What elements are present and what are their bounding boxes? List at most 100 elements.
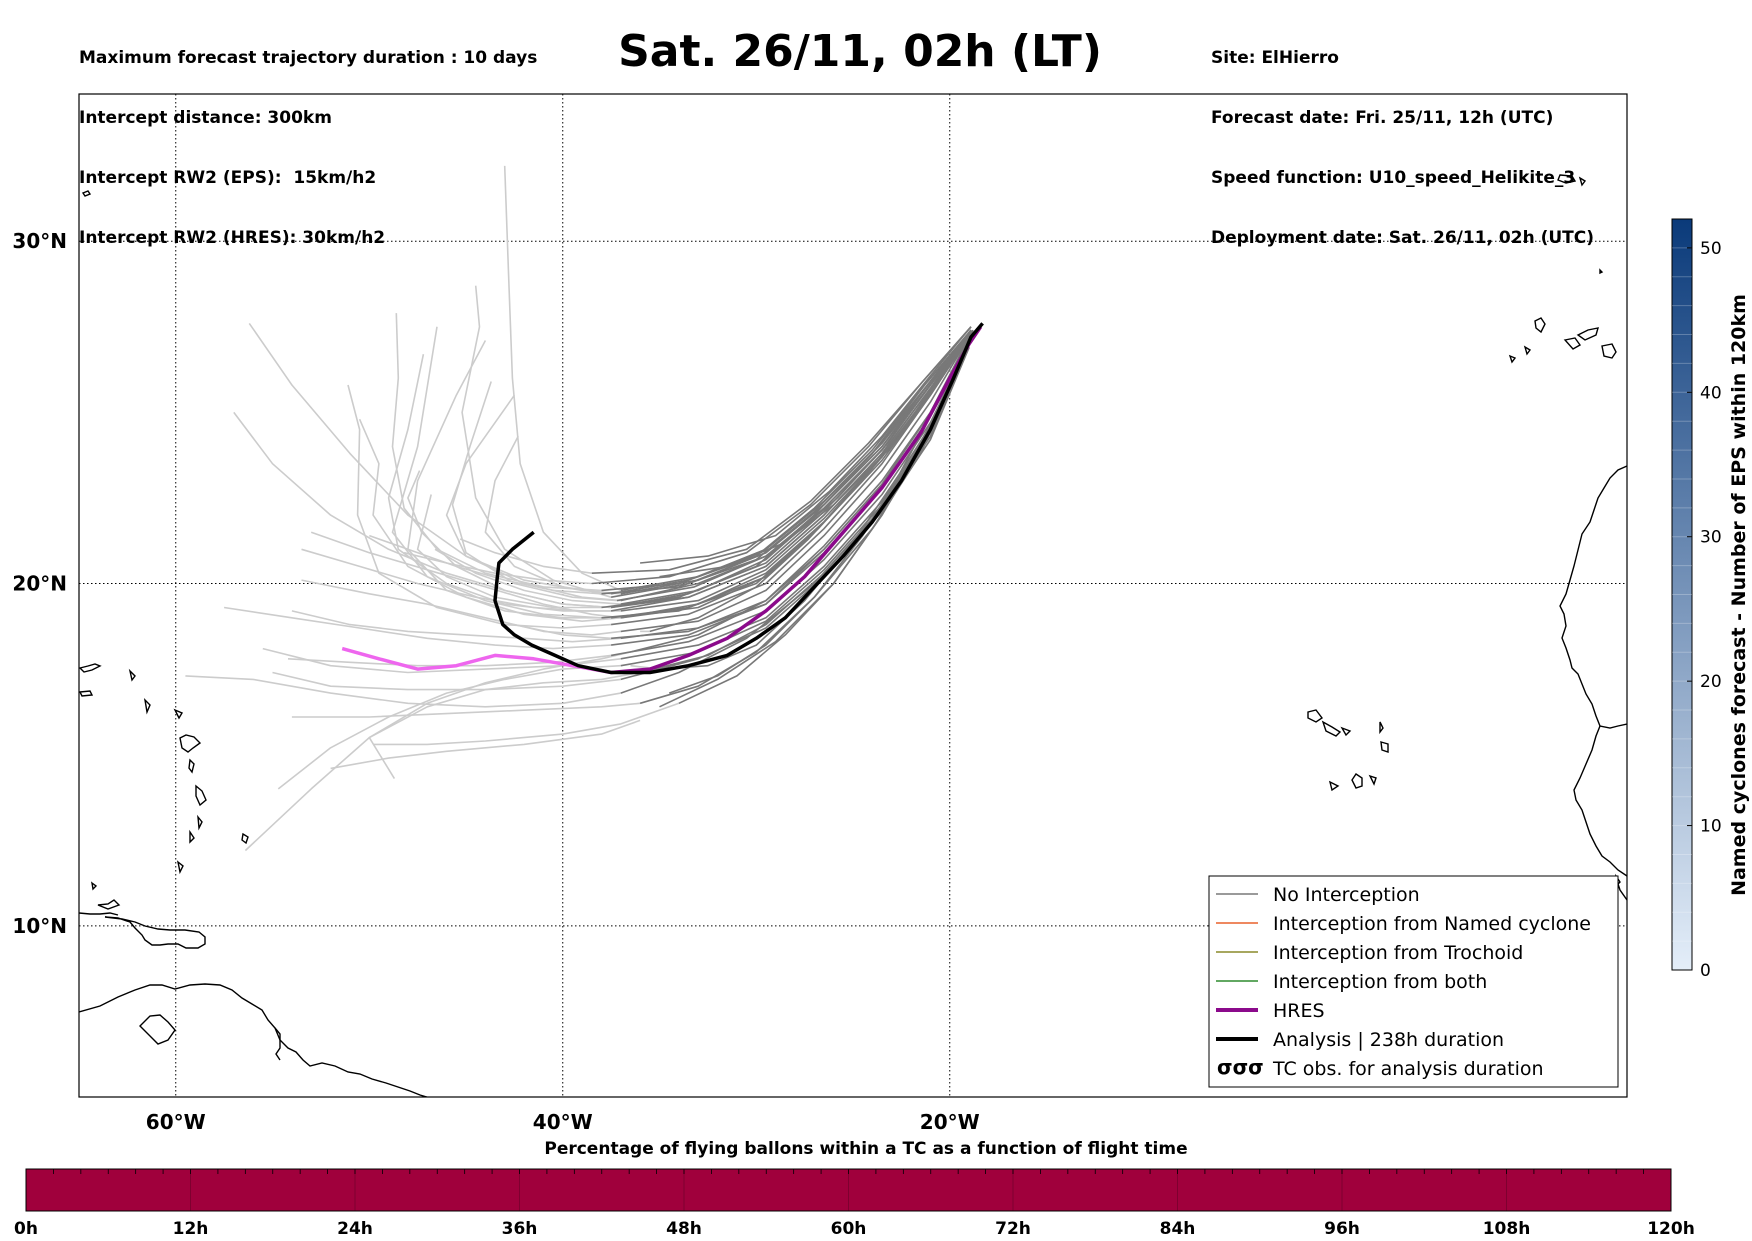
eps-track-near-28 — [610, 329, 972, 609]
colorbar-right: 0 10 20 30 40 50 Named cyclones forecast - Nu… — [1671, 218, 1750, 981]
info-deployment-date: Deployment date: Sat. 26/11, 02h (UTC) — [1211, 228, 1595, 248]
eps-track-far-13 — [503, 165, 622, 592]
header-right-info: Site: ElHierro Forecast date: Fri. 25/11… — [1211, 8, 1594, 268]
analysis-track — [493, 322, 984, 675]
colorbar-bottom-tick-label: 60h — [831, 1219, 867, 1239]
legend-label: No Interception — [1273, 884, 1420, 906]
coast-canary-6 — [1508, 354, 1517, 364]
info-intercept-hres: Intercept RW2 (HRES): 30km/h2 — [79, 228, 386, 248]
info-forecast-date: Forecast date: Fri. 25/11, 12h (UTC) — [1211, 108, 1554, 128]
eps-track-near-19 — [610, 333, 972, 626]
colorbar-bottom-tick-label: 48h — [666, 1219, 702, 1239]
coast-cape-verde-8 — [1368, 774, 1377, 786]
coast-canary-1 — [1534, 317, 1546, 334]
eps-track-far-30 — [223, 606, 612, 650]
eps-track-far-1 — [310, 531, 621, 619]
eps-track-far-2 — [301, 579, 621, 636]
eps-track-far-28 — [233, 411, 612, 609]
coast-isla-margarita — [139, 1014, 176, 1045]
eps-track-far-34 — [403, 551, 592, 585]
coast-africa — [1559, 465, 1627, 729]
legend-tc-symbol: σσσ — [1217, 1055, 1264, 1079]
eps-track-far-19 — [347, 384, 612, 629]
legend-label: TC obs. for analysis duration — [1272, 1058, 1544, 1080]
coast-canary-2 — [1563, 337, 1582, 350]
coast-hispaniola — [97, 899, 121, 910]
eps-track-near-29 — [620, 333, 972, 612]
eps-track-far-5 — [272, 671, 621, 691]
colorbar-bottom-title: Percentage of flying ballons within a TC… — [544, 1139, 1187, 1159]
info-intercept-distance: Intercept distance: 300km — [79, 108, 332, 128]
coast-selvagens — [1599, 268, 1604, 275]
colorbar-bottom-tick-label: 72h — [995, 1219, 1031, 1239]
eps-track-far-31 — [434, 548, 621, 605]
colorbar-bottom-tick-label: 24h — [337, 1219, 373, 1239]
lon-tick-label: 20°W — [920, 1110, 980, 1134]
colorbar-bottom-bar — [25, 1168, 1672, 1212]
lat-tick-label: 20°N — [12, 572, 67, 596]
eps-track-far-11 — [368, 671, 641, 780]
eps-track-far-20 — [387, 354, 612, 612]
coast-cape-verde-5 — [1380, 741, 1389, 753]
map-frame — [78, 93, 1628, 1098]
eps-track-far-27 — [459, 538, 592, 574]
coast-guadeloupe — [179, 734, 202, 753]
colorbar-bottom-tick-label: 84h — [1160, 1219, 1196, 1239]
legend-box — [1208, 875, 1619, 1088]
coast-barbados — [241, 832, 249, 845]
coast-cape-verde-4 — [1379, 721, 1384, 735]
lat-tick-label: 30°N — [12, 229, 67, 253]
eps-track-near-39 — [640, 326, 972, 564]
eps-track-far-7 — [291, 702, 641, 718]
eps-track-far-29 — [301, 548, 621, 612]
eps-track-far-25 — [484, 435, 612, 595]
coast-tobago — [91, 881, 98, 891]
eps-track-far-8 — [330, 719, 641, 770]
eps-tracks-near — [591, 326, 974, 708]
coast-canary-4 — [1601, 343, 1617, 359]
eps-track-far-10 — [277, 664, 621, 790]
colorbar-right-tick-label: 0 — [1700, 961, 1711, 981]
eps-track-far-12 — [373, 702, 680, 746]
eps-track-near-2 — [620, 333, 972, 633]
page-title: Sat. 26/11, 02h (LT) — [618, 26, 1102, 77]
colorbar-right-label: Named cyclones forecast - Number of EPS … — [1728, 294, 1750, 896]
map-area — [79, 94, 1627, 1097]
coast-islands-c — [143, 697, 151, 715]
eps-track-near-14 — [610, 329, 972, 598]
colorbar-bottom-tick-label: 12h — [173, 1219, 209, 1239]
eps-track-far-9 — [244, 651, 631, 852]
colorbar-right-tick-label: 20 — [1700, 672, 1722, 692]
legend-label: HRES — [1273, 1000, 1325, 1022]
colorbar-bottom: Percentage of flying ballons within a TC… — [14, 1139, 1695, 1239]
colorbar-bottom-tick-label: 108h — [1483, 1219, 1531, 1239]
info-intercept-eps: Intercept RW2 (EPS): 15km/h2 — [79, 168, 377, 188]
coast-cape-verde-3 — [1340, 726, 1352, 737]
lon-tick-label: 40°W — [533, 1110, 593, 1134]
lon-tick-label: 60°W — [146, 1110, 206, 1134]
eps-track-far-18 — [358, 418, 621, 622]
colorbar-bottom-tick-label: 0h — [14, 1219, 38, 1239]
coast-cape-verde-6 — [1351, 773, 1363, 789]
eps-track-near-16 — [601, 333, 972, 619]
coast-st-vincent — [189, 829, 195, 844]
eps-track-near-11 — [639, 346, 970, 674]
coast-africa-south — [1573, 725, 1627, 877]
eps-track-near-33 — [611, 336, 972, 640]
info-site: Site: ElHierro — [1211, 48, 1339, 68]
coastlines — [79, 174, 1627, 1097]
axis-ticks: 60°W 40°W 20°W 10°N 20°N 30°N — [12, 229, 979, 1134]
legend-label: Interception from Trochoid — [1273, 942, 1523, 964]
eps-track-far-23 — [416, 494, 602, 609]
coast-cape-verde-2 — [1321, 720, 1342, 737]
coast-islands-b — [79, 690, 94, 697]
coast-puerto-rico — [104, 916, 206, 949]
coast-madeira — [1557, 174, 1577, 184]
eps-track-far-22 — [407, 470, 612, 609]
eps-track-far-3 — [291, 610, 621, 643]
eps-track-far-24 — [451, 381, 617, 602]
eps-track-near-37 — [659, 329, 972, 578]
colorbar-bottom-tick-label: 36h — [502, 1219, 538, 1239]
eps-track-far-14 — [461, 285, 612, 598]
